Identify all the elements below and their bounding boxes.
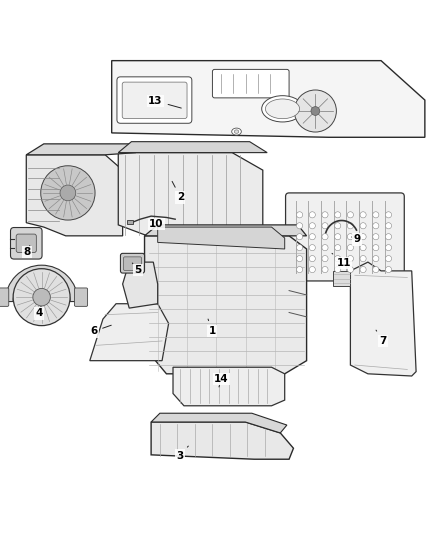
Circle shape [297,255,303,262]
Text: 6: 6 [90,325,111,336]
Polygon shape [26,144,136,155]
Circle shape [322,223,328,229]
Circle shape [360,266,366,273]
Circle shape [335,245,341,251]
Circle shape [385,212,392,218]
Circle shape [322,255,328,262]
Circle shape [335,212,341,218]
Polygon shape [118,142,267,152]
Polygon shape [112,61,425,138]
Text: 13: 13 [148,96,181,108]
Circle shape [309,245,315,251]
Ellipse shape [234,130,239,133]
Circle shape [335,255,341,262]
Polygon shape [26,155,123,236]
Circle shape [322,233,328,240]
Circle shape [297,223,303,229]
Circle shape [294,90,336,132]
Circle shape [347,255,353,262]
Circle shape [309,233,315,240]
Text: 1: 1 [208,319,216,336]
Circle shape [33,288,50,306]
Text: 4: 4 [36,306,43,318]
Circle shape [373,255,379,262]
Circle shape [322,212,328,218]
Circle shape [297,233,303,240]
Circle shape [360,212,366,218]
FancyBboxPatch shape [286,193,404,281]
Circle shape [322,245,328,251]
Circle shape [385,223,392,229]
Polygon shape [158,227,285,249]
Circle shape [385,266,392,273]
Polygon shape [173,367,285,406]
Circle shape [360,245,366,251]
Circle shape [297,212,303,218]
Circle shape [311,107,320,115]
Circle shape [373,233,379,240]
Circle shape [373,212,379,218]
Circle shape [335,223,341,229]
FancyBboxPatch shape [16,234,36,253]
Circle shape [335,266,341,273]
Circle shape [373,266,379,273]
Circle shape [309,255,315,262]
Circle shape [360,255,366,262]
Text: 8: 8 [24,246,31,257]
FancyBboxPatch shape [11,228,42,259]
FancyBboxPatch shape [212,69,289,98]
Bar [127,220,133,224]
Circle shape [309,223,315,229]
Circle shape [297,266,303,273]
Text: 7: 7 [376,330,387,346]
Circle shape [335,233,341,240]
FancyBboxPatch shape [0,288,9,306]
Circle shape [385,255,392,262]
Circle shape [322,266,328,273]
Text: 5: 5 [132,263,141,275]
Polygon shape [145,236,307,374]
Polygon shape [151,413,287,433]
Circle shape [309,212,315,218]
Text: 2: 2 [172,181,184,203]
FancyBboxPatch shape [124,257,141,270]
Circle shape [360,223,366,229]
Circle shape [13,269,70,326]
Circle shape [385,245,392,251]
Text: 11: 11 [332,253,351,268]
Text: 14: 14 [214,374,229,387]
Ellipse shape [232,128,241,135]
Ellipse shape [261,96,303,122]
FancyBboxPatch shape [122,82,187,118]
FancyBboxPatch shape [120,253,145,273]
Ellipse shape [265,99,300,119]
Text: 9: 9 [352,235,360,244]
Circle shape [347,233,353,240]
Circle shape [60,185,76,201]
Circle shape [297,245,303,251]
Circle shape [347,212,353,218]
Polygon shape [350,262,416,376]
Polygon shape [333,271,350,286]
Circle shape [360,233,366,240]
Polygon shape [90,304,169,361]
Circle shape [373,245,379,251]
Circle shape [347,266,353,273]
FancyBboxPatch shape [117,77,192,123]
Polygon shape [151,422,293,459]
Circle shape [347,245,353,251]
Polygon shape [145,225,307,236]
Circle shape [347,223,353,229]
FancyBboxPatch shape [74,288,88,306]
Wedge shape [5,265,78,302]
Circle shape [385,233,392,240]
Text: 3: 3 [176,446,188,461]
Polygon shape [118,152,263,238]
Circle shape [41,166,95,220]
Circle shape [309,266,315,273]
Text: 10: 10 [149,219,164,229]
Polygon shape [123,262,158,308]
Circle shape [373,223,379,229]
